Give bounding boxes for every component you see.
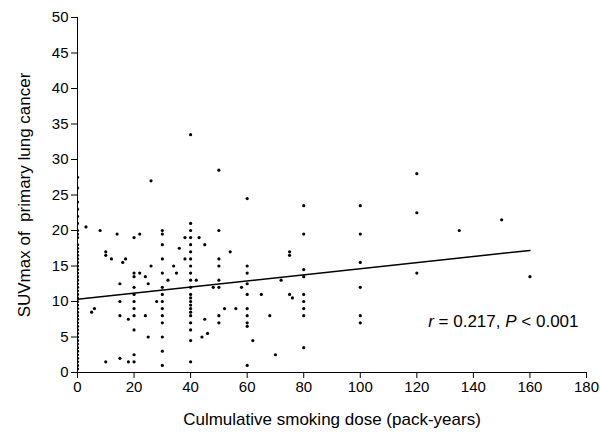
svg-text:40: 40 xyxy=(52,79,69,96)
svg-text:60: 60 xyxy=(239,378,256,395)
svg-text:SUVmax of primary lung cancer: SUVmax of primary lung cancer xyxy=(15,72,34,317)
svg-text:15: 15 xyxy=(52,257,69,274)
svg-text:100: 100 xyxy=(348,378,373,395)
svg-text:30: 30 xyxy=(52,150,69,167)
svg-text:160: 160 xyxy=(517,378,542,395)
svg-text:80: 80 xyxy=(295,378,312,395)
svg-text:Culmulative smoking dose (pack: Culmulative smoking dose (pack-years) xyxy=(183,410,481,429)
svg-text:25: 25 xyxy=(52,186,69,203)
svg-text:45: 45 xyxy=(52,44,69,61)
svg-text:0: 0 xyxy=(73,378,81,395)
svg-text:20: 20 xyxy=(52,221,69,238)
svg-text:120: 120 xyxy=(404,378,429,395)
svg-text:r = 0.217, P < 0.001: r = 0.217, P < 0.001 xyxy=(428,312,578,331)
svg-text:180: 180 xyxy=(574,378,599,395)
svg-text:5: 5 xyxy=(60,328,68,345)
svg-text:20: 20 xyxy=(126,378,143,395)
svg-text:140: 140 xyxy=(461,378,486,395)
svg-text:10: 10 xyxy=(52,292,69,309)
svg-text:0: 0 xyxy=(60,363,68,380)
svg-text:40: 40 xyxy=(182,378,199,395)
svg-text:50: 50 xyxy=(52,8,69,25)
svg-text:35: 35 xyxy=(52,115,69,132)
